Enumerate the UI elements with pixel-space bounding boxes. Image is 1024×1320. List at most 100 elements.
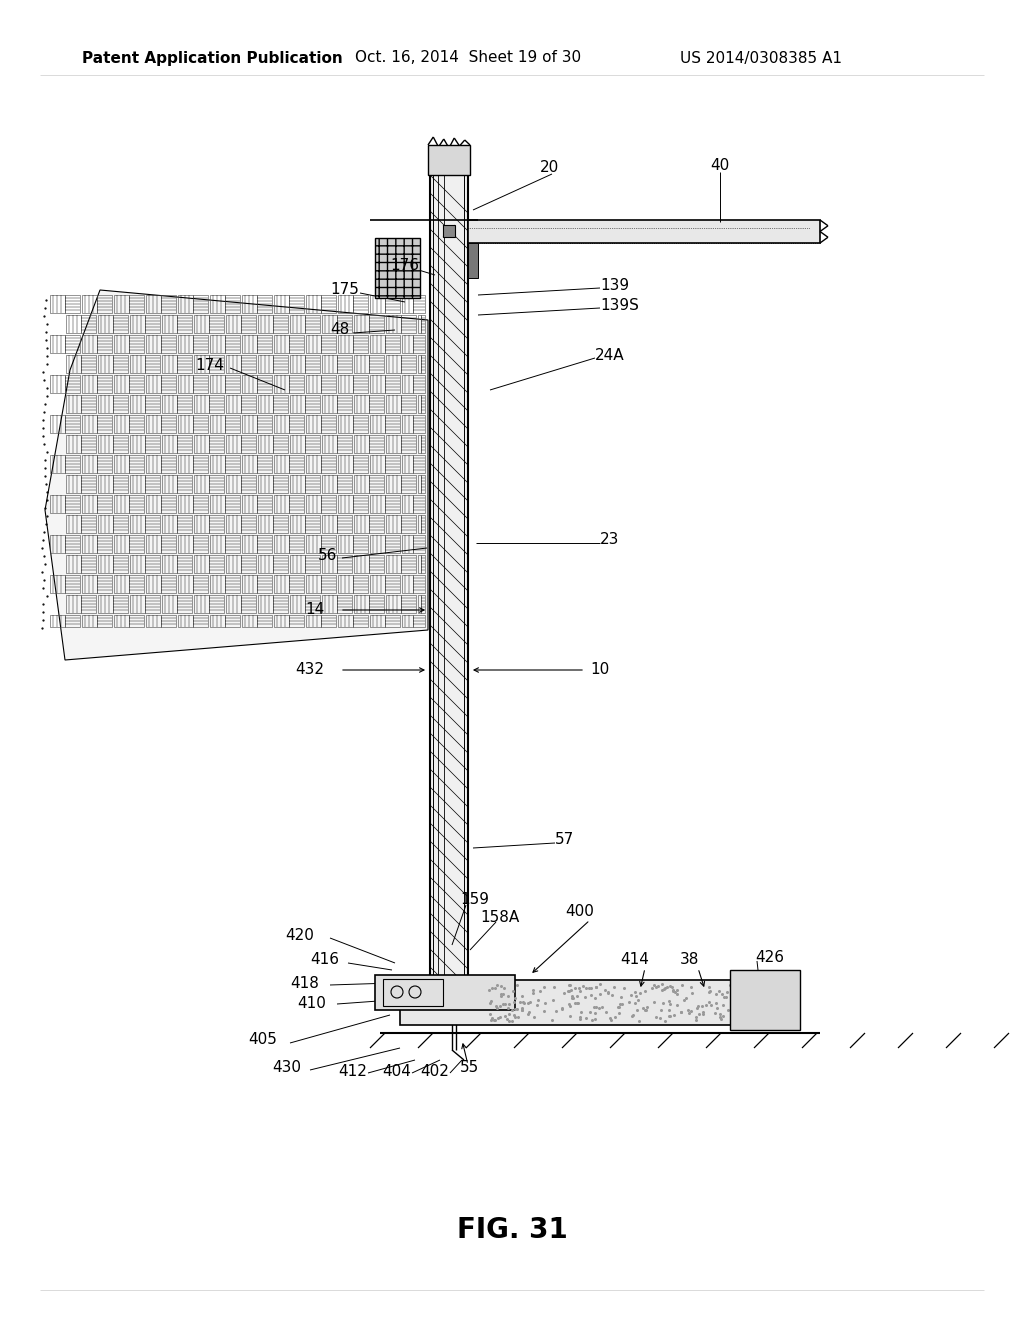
Bar (241, 355, 256, 374)
Bar (322, 355, 337, 374)
Bar (145, 436, 160, 453)
Bar (321, 576, 336, 593)
Text: 38: 38 (680, 953, 699, 968)
Bar (65, 375, 80, 393)
Bar (129, 495, 144, 513)
Bar (369, 515, 384, 533)
Bar (81, 315, 96, 333)
Bar (353, 294, 368, 313)
Bar (337, 475, 352, 492)
Bar (413, 455, 425, 473)
Bar (98, 315, 113, 333)
Bar (145, 475, 160, 492)
Bar (338, 335, 353, 352)
Bar (209, 436, 224, 453)
Text: 57: 57 (555, 833, 574, 847)
Bar (242, 375, 257, 393)
Bar (369, 595, 384, 612)
Bar (370, 455, 385, 473)
Bar (130, 436, 145, 453)
Bar (274, 495, 289, 513)
Bar (402, 535, 413, 553)
Bar (162, 475, 177, 492)
Bar (338, 535, 353, 553)
Bar (225, 576, 240, 593)
Bar (97, 335, 112, 352)
Bar (146, 414, 161, 433)
Bar (82, 455, 97, 473)
Bar (193, 375, 208, 393)
Bar (354, 355, 369, 374)
Bar (421, 436, 425, 453)
Bar (385, 414, 400, 433)
Bar (338, 294, 353, 313)
Bar (418, 515, 421, 533)
Bar (321, 294, 336, 313)
Bar (385, 455, 400, 473)
Bar (305, 315, 319, 333)
Bar (369, 355, 384, 374)
Bar (273, 315, 288, 333)
Bar (402, 615, 413, 627)
Bar (385, 294, 400, 313)
Bar (98, 554, 113, 573)
Bar (338, 375, 353, 393)
Bar (322, 395, 337, 413)
Bar (194, 395, 209, 413)
Bar (258, 436, 273, 453)
Bar (290, 355, 305, 374)
Bar (257, 414, 272, 433)
Bar (129, 615, 144, 627)
Text: 159: 159 (460, 892, 489, 908)
Bar (338, 414, 353, 433)
Bar (421, 595, 425, 612)
Bar (81, 515, 96, 533)
Bar (401, 355, 416, 374)
Bar (97, 576, 112, 593)
Bar (337, 515, 352, 533)
Bar (290, 395, 305, 413)
Bar (402, 294, 413, 313)
Bar (273, 395, 288, 413)
Bar (210, 495, 225, 513)
Bar (226, 515, 241, 533)
Bar (353, 335, 368, 352)
Bar (241, 515, 256, 533)
Bar (421, 395, 425, 413)
Bar (130, 355, 145, 374)
Bar (337, 436, 352, 453)
Bar (114, 615, 129, 627)
Bar (241, 395, 256, 413)
Bar (178, 495, 193, 513)
Bar (337, 395, 352, 413)
Bar (65, 615, 80, 627)
Bar (274, 375, 289, 393)
Bar (225, 455, 240, 473)
Bar (241, 315, 256, 333)
Bar (114, 535, 129, 553)
Bar (209, 355, 224, 374)
Bar (194, 475, 209, 492)
Bar (209, 595, 224, 612)
Bar (370, 335, 385, 352)
Bar (129, 335, 144, 352)
Bar (241, 595, 256, 612)
Bar (322, 436, 337, 453)
Bar (730, 970, 800, 1030)
Bar (242, 535, 257, 553)
Bar (354, 595, 369, 612)
Bar (194, 315, 209, 333)
Bar (306, 535, 321, 553)
Bar (146, 495, 161, 513)
Bar (421, 315, 425, 333)
Bar (354, 554, 369, 573)
Bar (413, 335, 425, 352)
Bar (413, 535, 425, 553)
Bar (321, 535, 336, 553)
Bar (193, 455, 208, 473)
Bar (353, 375, 368, 393)
Text: 139: 139 (600, 277, 629, 293)
Bar (305, 395, 319, 413)
Bar (114, 335, 129, 352)
Bar (305, 355, 319, 374)
